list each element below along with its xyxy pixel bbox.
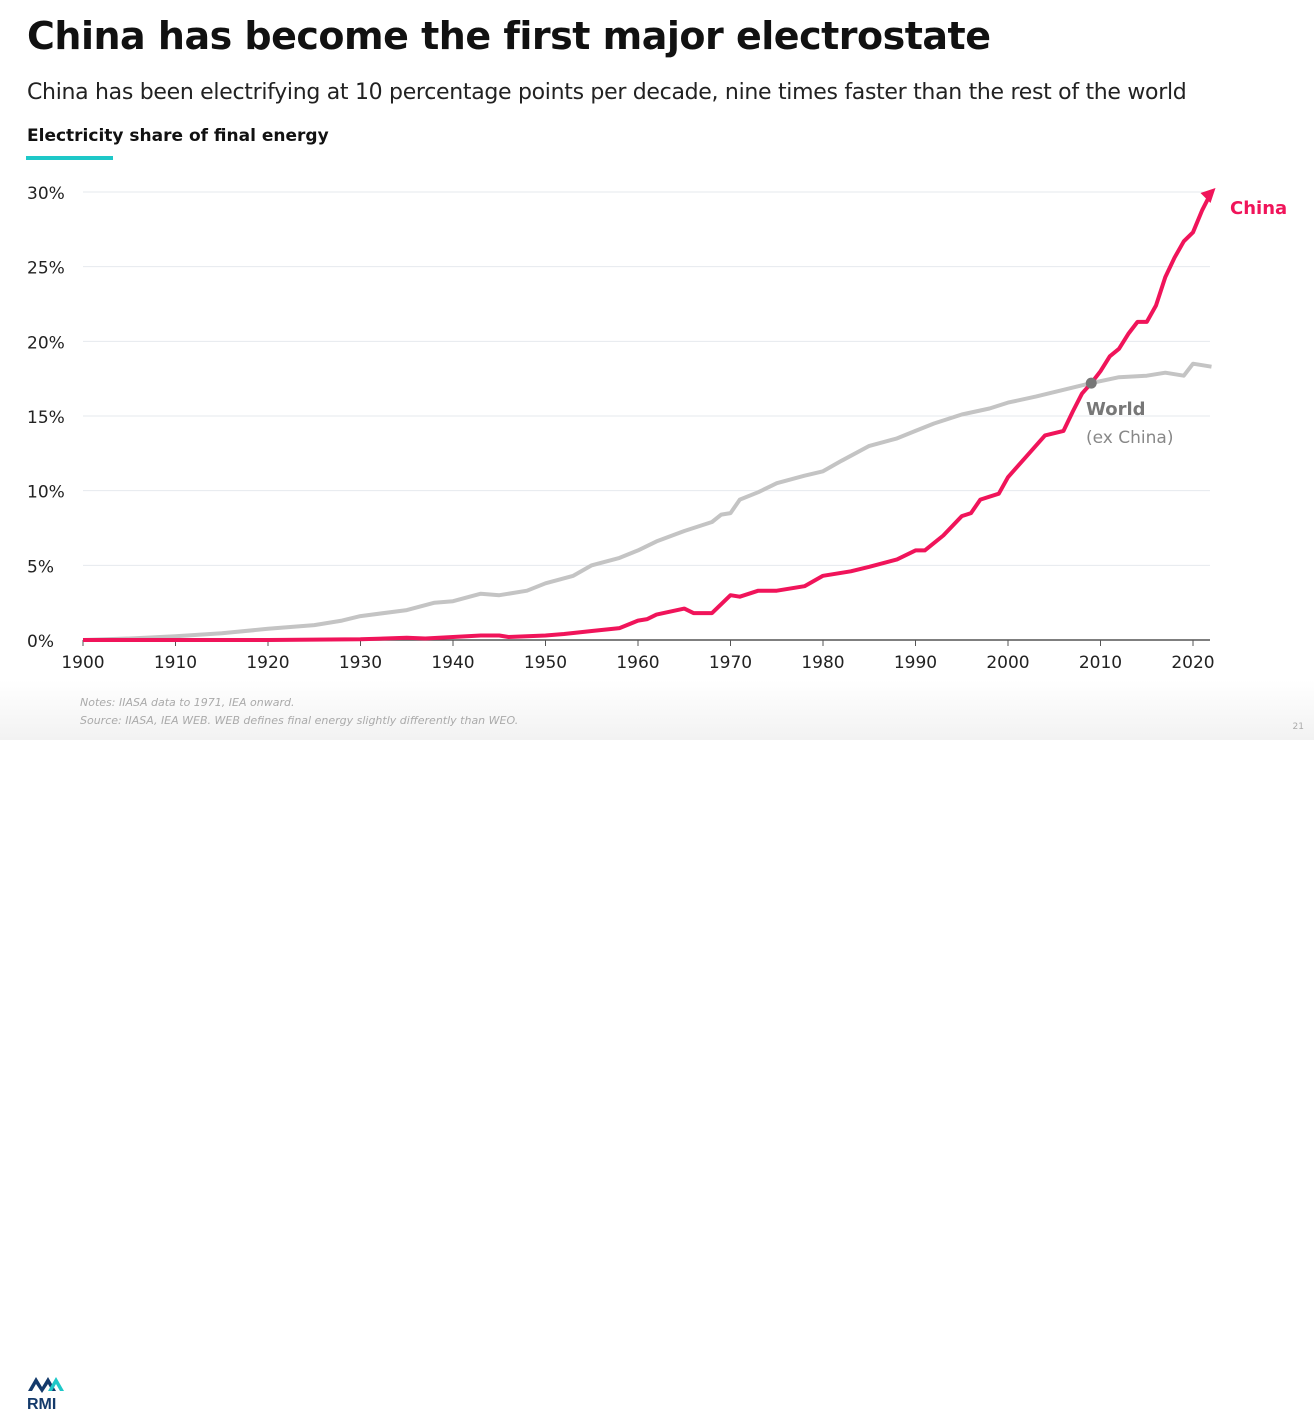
china-arrowhead <box>1200 188 1216 203</box>
chart-title: Electricity share of final energy <box>27 126 329 146</box>
y-axis-ticks: 0% 5% 10% 15% 20% 25% 30% <box>27 184 65 652</box>
x-tick-label: 1960 <box>616 653 659 673</box>
y-tick-label: 25% <box>27 259 65 279</box>
x-tick-label: 2020 <box>1171 653 1214 673</box>
y-tick-label: 0% <box>27 632 54 652</box>
y-tick-label: 10% <box>27 483 65 503</box>
x-axis-ticks: 1900 1910 1920 1930 1940 1950 1960 1970 1980 1990… <box>61 640 1215 673</box>
accent-underline <box>26 156 113 160</box>
x-tick-label: 1920 <box>246 653 289 673</box>
page-title: China has become the first major electro… <box>27 14 991 58</box>
x-tick-label: 1940 <box>431 653 474 673</box>
y-tick-label: 30% <box>27 184 65 204</box>
x-tick-label: 1930 <box>339 653 382 673</box>
x-tick-label: 1900 <box>61 653 104 673</box>
series-lines <box>82 188 1216 642</box>
y-tick-label: 15% <box>27 408 65 428</box>
line-chart: 0% 5% 10% 15% 20% 25% 30% 1900 1910 1920 1930 1940… <box>27 184 1287 673</box>
x-tick-label: 1990 <box>894 653 937 673</box>
notes-text: Notes: IIASA data to 1971, IEA onward. <box>80 696 295 709</box>
series-labels: China World (ex China) <box>1085 198 1287 448</box>
gridlines <box>83 191 1210 641</box>
y-tick-label: 20% <box>27 333 65 353</box>
x-tick-label: 1980 <box>801 653 844 673</box>
page-number: 21 <box>1292 722 1304 732</box>
rmi-logo: RMI <box>27 1377 64 1411</box>
world-crossover-marker <box>1085 377 1097 389</box>
china-label: China <box>1230 198 1287 219</box>
svg-text:RMI: RMI <box>27 1396 56 1411</box>
x-tick-label: 1950 <box>524 653 567 673</box>
series-line-china <box>83 191 1214 642</box>
series-line-world <box>82 361 1212 642</box>
source-text: Source: IIASA, IEA WEB. WEB defines fina… <box>80 714 519 727</box>
x-tick-label: 2000 <box>986 653 1029 673</box>
x-tick-label: 2010 <box>1079 653 1122 673</box>
x-tick-label: 1970 <box>709 653 752 673</box>
page-subtitle: China has been electrifying at 10 percen… <box>27 80 1187 105</box>
world-label: World <box>1086 399 1146 420</box>
world-sublabel: (ex China) <box>1086 428 1173 448</box>
footer: RMI Notes: IIASA data to 1971, IEA onwar… <box>0 680 1314 1411</box>
y-tick-label: 5% <box>27 557 54 577</box>
x-tick-label: 1910 <box>154 653 197 673</box>
